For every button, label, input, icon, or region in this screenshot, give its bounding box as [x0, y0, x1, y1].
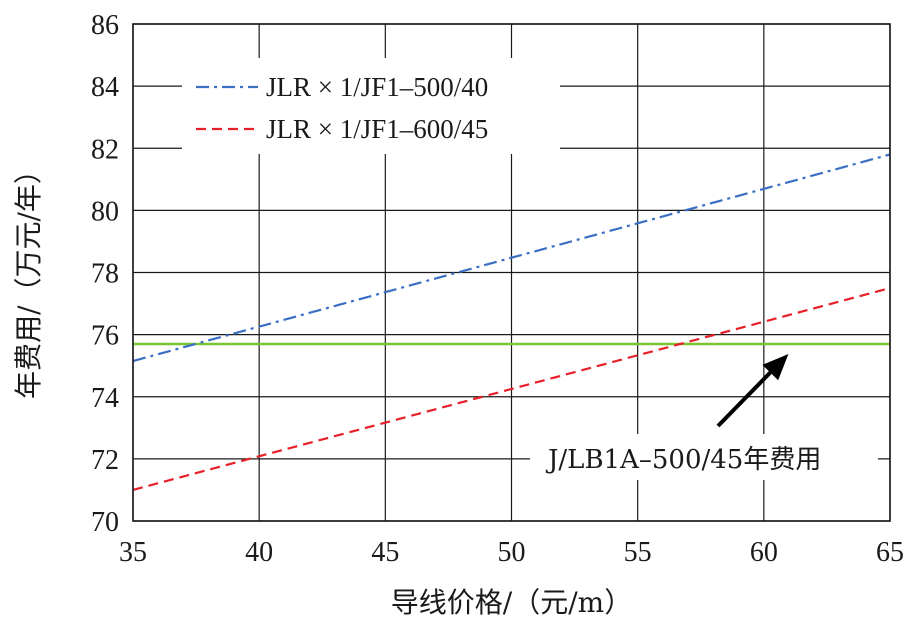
legend: JLR × 1/JF1–500/40 JLR × 1/JF1–600/45	[182, 58, 560, 154]
tick-labels: 35 40 45 50 55 60 65 70 72 74 76 78 80 82 84 86	[91, 10, 904, 568]
x-tick-label: 50	[498, 537, 526, 568]
y-tick-label: 86	[91, 10, 119, 41]
annotation-label: J/LB1A–500/45年费用	[545, 445, 821, 475]
x-tick-label: 45	[371, 537, 399, 568]
annotation-arrowhead	[762, 353, 789, 381]
x-axis-title: 导线价格/（元/m）	[391, 586, 632, 619]
y-tick-label: 76	[91, 321, 119, 352]
series-line-1	[132, 153, 891, 363]
x-tick-label: 60	[750, 537, 778, 568]
y-tick-label: 70	[91, 507, 119, 538]
annotation: J/LB1A–500/45年费用	[530, 353, 878, 480]
y-tick-label: 80	[91, 196, 119, 227]
x-tick-label: 35	[119, 537, 147, 568]
series-line-2	[132, 286, 891, 492]
series-layer	[132, 153, 891, 492]
y-tick-label: 78	[91, 259, 119, 290]
x-tick-label: 40	[245, 537, 273, 568]
y-tick-label: 84	[91, 72, 119, 103]
y-tick-label: 74	[91, 383, 119, 414]
y-tick-label: 72	[91, 445, 119, 476]
plot-frame	[132, 23, 891, 522]
annotation-background	[530, 434, 878, 480]
legend-label-series-1: JLR × 1/JF1–500/40	[266, 72, 488, 102]
legend-label-series-2: JLR × 1/JF1–600/45	[266, 114, 488, 144]
y-tick-label: 82	[91, 134, 119, 165]
x-tick-label: 65	[876, 537, 904, 568]
x-tick-label: 55	[624, 537, 652, 568]
annotation-arrow	[716, 371, 772, 428]
legend-background	[182, 58, 560, 154]
y-axis-title: 年费用/（万元/年）	[12, 156, 45, 399]
